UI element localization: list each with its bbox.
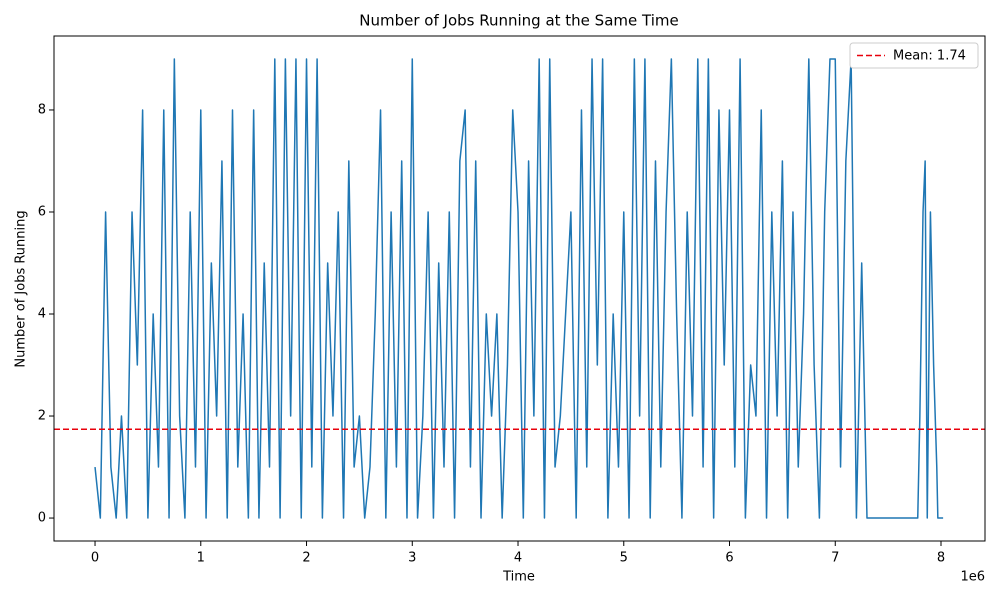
legend-box [849, 42, 979, 69]
x-tick-label: 8 [937, 551, 945, 566]
data-line [94, 58, 944, 519]
y-axis-label: Number of Jobs Running [14, 210, 29, 367]
x-tick-label: 3 [408, 551, 416, 566]
x-tick-label: 7 [831, 551, 839, 566]
x-tick-label: 1 [197, 551, 205, 566]
chart-title: Number of Jobs Running at the Same Time [359, 12, 678, 30]
x-tick-label: 0 [91, 551, 99, 566]
x-tick-label: 2 [302, 551, 310, 566]
y-tick-label: 4 [38, 307, 46, 322]
x-tick-label: 4 [514, 551, 522, 566]
x-axis-label: Time [502, 570, 535, 585]
x-tick-label: 6 [725, 551, 733, 566]
x-tick-label: 5 [620, 551, 628, 566]
y-tick-label: 8 [38, 102, 46, 117]
y-tick-label: 2 [38, 409, 46, 424]
x-offset-text: 1e6 [960, 570, 985, 585]
y-tick-label: 6 [38, 204, 46, 219]
plot-frame [53, 35, 986, 542]
y-tick-label: 0 [38, 511, 46, 526]
legend-label: Mean: 1.74 [893, 49, 966, 64]
